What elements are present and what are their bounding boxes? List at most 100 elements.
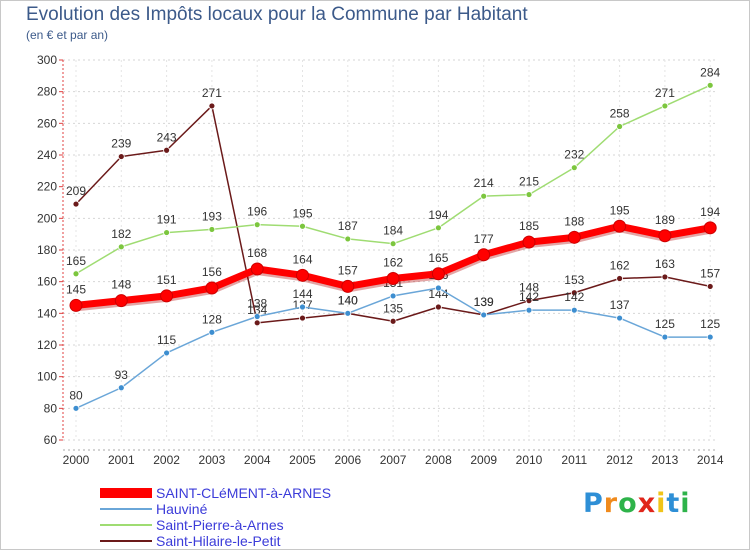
data-label: 125 [655, 317, 675, 331]
legend-item: Saint-Hilaire-le-Petit [100, 533, 400, 549]
data-point [253, 221, 261, 229]
data-label: 271 [655, 86, 675, 100]
data-point [658, 229, 672, 243]
data-label: 148 [519, 281, 539, 295]
data-label: 144 [292, 287, 312, 301]
x-tick-label: 2006 [334, 453, 361, 467]
data-label: 162 [610, 259, 630, 273]
data-point [253, 313, 261, 320]
data-label: 194 [428, 208, 448, 222]
data-label: 151 [157, 273, 177, 287]
data-point [522, 235, 536, 249]
data-point [250, 262, 264, 276]
x-tick-label: 2010 [516, 453, 543, 467]
data-point [525, 297, 533, 305]
data-point [570, 289, 578, 297]
data-label: 134 [247, 303, 267, 317]
legend-item: Saint-Pierre-à-Arnes [100, 517, 400, 533]
data-point [163, 349, 171, 357]
legend-swatch [100, 488, 152, 498]
data-label: 140 [338, 293, 358, 307]
data-label: 188 [564, 214, 584, 228]
data-label: 182 [111, 227, 131, 241]
x-tick-label: 2007 [380, 453, 407, 467]
legend-label: Saint-Pierre-à-Arnes [156, 517, 284, 533]
data-point [72, 404, 80, 412]
data-point [616, 123, 623, 130]
data-point [296, 268, 309, 282]
data-point [117, 243, 125, 251]
data-point [160, 289, 174, 303]
data-point [525, 191, 533, 198]
data-label: 191 [157, 213, 177, 227]
legend-swatch [100, 524, 152, 526]
data-label: 193 [202, 209, 222, 223]
data-label: 189 [655, 213, 675, 227]
data-label: 195 [292, 206, 312, 220]
data-label: 128 [202, 312, 222, 326]
data-label: 153 [564, 273, 584, 287]
legend-label: Hauviné [156, 501, 208, 517]
data-point [117, 384, 125, 392]
data-label: 185 [519, 219, 539, 233]
x-tick-label: 2003 [199, 453, 226, 467]
data-point [661, 273, 669, 281]
x-tick-label: 2001 [108, 453, 135, 467]
data-point [661, 333, 669, 341]
data-label: 137 [610, 298, 630, 312]
data-label: 139 [474, 295, 494, 309]
legend-swatch [100, 540, 152, 542]
data-point [344, 309, 352, 317]
data-label: 163 [655, 257, 675, 271]
data-point [567, 230, 581, 244]
data-label: 156 [202, 265, 222, 279]
chart-subtitle: (en € et par an) [26, 28, 109, 42]
data-point [706, 283, 714, 290]
y-tick-label: 60 [44, 433, 58, 447]
data-point [389, 240, 397, 248]
series-saint-hilaire-le-petit: 2092392432711341371401351441391481531621… [66, 86, 721, 327]
data-label: 232 [564, 148, 584, 162]
data-point [389, 292, 397, 300]
data-point [341, 279, 355, 293]
y-tick-label: 180 [37, 243, 57, 257]
data-label: 214 [474, 176, 494, 190]
y-tick-label: 280 [37, 85, 57, 99]
y-tick-label: 140 [37, 306, 57, 320]
data-point [69, 298, 83, 312]
data-point [613, 219, 627, 233]
data-point [208, 328, 216, 336]
data-point [480, 311, 488, 319]
data-point [525, 306, 533, 314]
data-label: 80 [69, 388, 83, 402]
data-point [434, 303, 442, 311]
data-label: 148 [111, 278, 131, 292]
x-tick-label: 2011 [561, 453, 587, 467]
data-label: 162 [383, 256, 403, 270]
data-point [253, 319, 261, 327]
data-label: 139 [474, 295, 494, 309]
x-tick-label: 2012 [606, 453, 633, 467]
data-point [72, 270, 80, 278]
x-tick-label: 2008 [425, 453, 452, 467]
data-point [706, 81, 714, 89]
data-point [117, 153, 125, 160]
data-point [389, 317, 397, 325]
data-point [616, 275, 623, 282]
legend-item: SAINT-CLéMENT-à-ARNES [100, 485, 400, 501]
data-point [344, 235, 352, 243]
x-tick-label: 2002 [153, 453, 180, 467]
data-label: 177 [474, 232, 494, 246]
data-point [477, 248, 491, 262]
data-point [299, 303, 306, 311]
data-label: 135 [383, 301, 403, 315]
y-tick-label: 80 [44, 401, 58, 415]
data-label: 187 [338, 219, 358, 233]
data-label: 243 [157, 130, 177, 144]
proxiti-logo: Proxiti [583, 488, 691, 519]
y-tick-label: 240 [37, 148, 57, 162]
data-label: 138 [247, 297, 267, 311]
data-label: 165 [66, 254, 86, 268]
y-tick-label: 100 [37, 370, 57, 384]
